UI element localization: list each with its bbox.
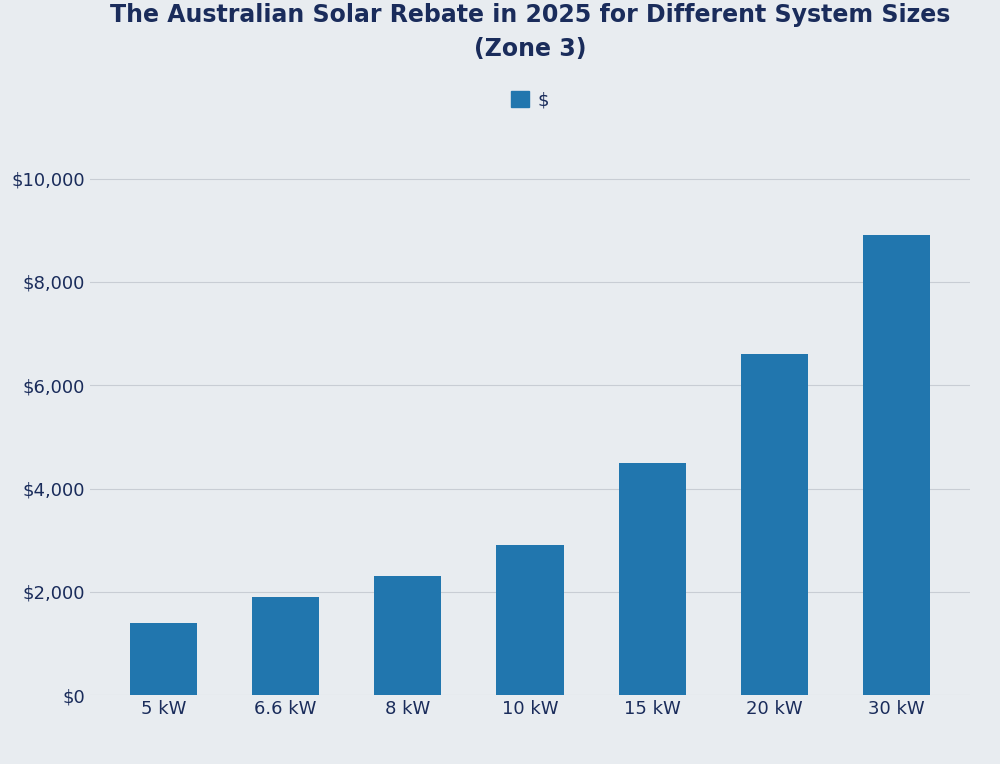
Bar [130, 623, 197, 695]
Bar [496, 545, 564, 695]
Bar [374, 576, 441, 695]
Bar [252, 597, 319, 695]
Title: The Australian Solar Rebate in 2025 for Different System Sizes
(Zone 3): The Australian Solar Rebate in 2025 for … [110, 3, 950, 60]
Bar [863, 235, 930, 695]
Legend: $: $ [511, 92, 549, 109]
Bar [741, 354, 808, 695]
Bar [619, 463, 686, 695]
